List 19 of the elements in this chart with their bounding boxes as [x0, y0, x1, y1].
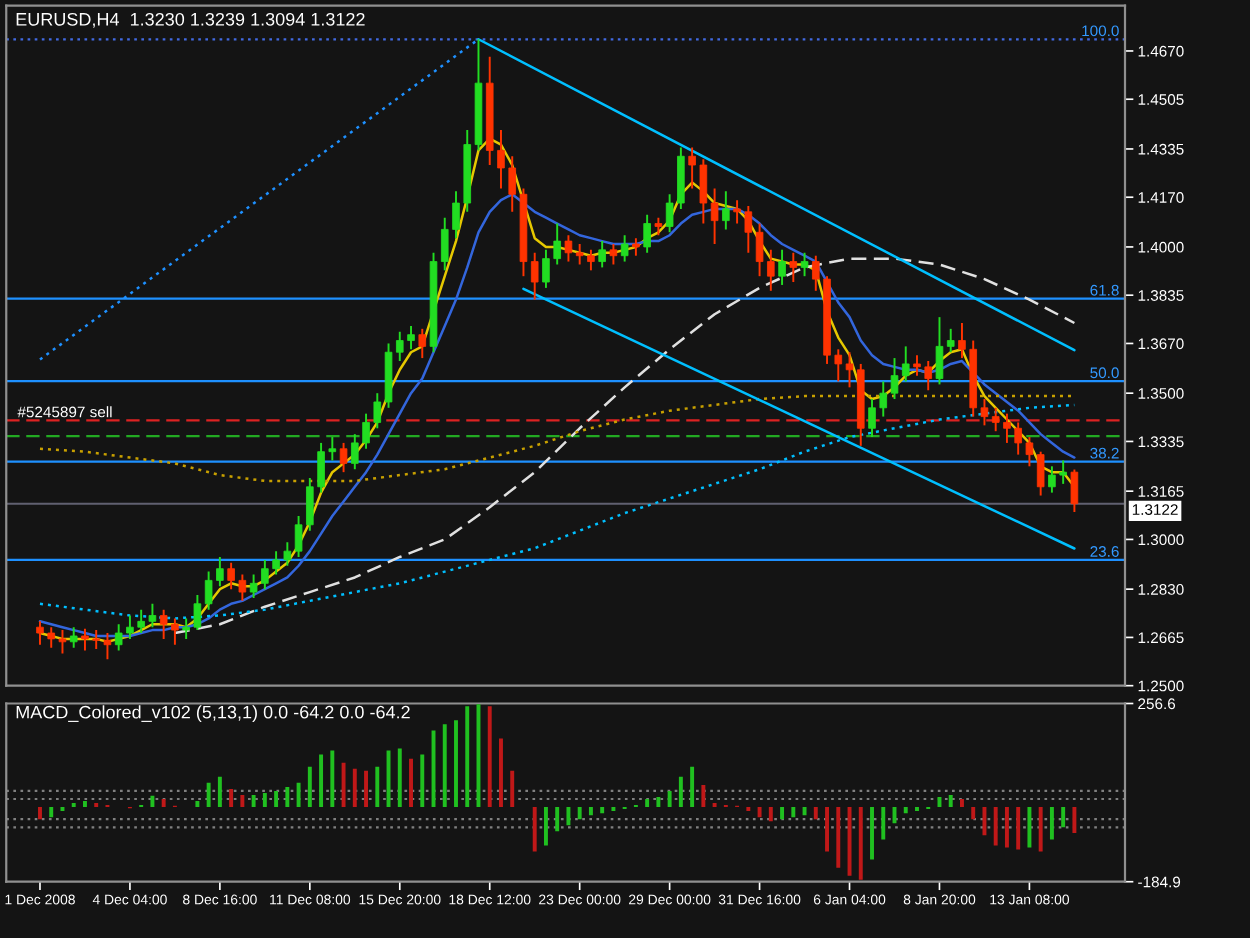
candlestick: [530, 251, 539, 301]
candlestick: [609, 243, 618, 266]
candlestick: [789, 251, 798, 284]
candlestick: [722, 190, 730, 231]
candlestick: [598, 240, 606, 269]
candlestick: [620, 234, 629, 263]
line-series: [173, 257, 1076, 635]
chart-title: MACD_Colored_v102 (5,13,1) 0.0 -64.2 0.0 -64.2: [16, 705, 410, 723]
candlestick: [643, 213, 651, 254]
candlestick: [339, 441, 348, 474]
candlestick: [418, 327, 427, 360]
candlestick: [1036, 450, 1045, 497]
candlestick: [800, 251, 809, 278]
candlestick: [778, 248, 786, 286]
candlestick: [564, 234, 573, 263]
candlestick: [710, 187, 719, 245]
chart-title: EURUSD,H4 1.3230 1.3239 1.3094 1.3122: [16, 12, 365, 28]
candlestick: [69, 626, 78, 649]
candlestick: [1070, 468, 1079, 513]
